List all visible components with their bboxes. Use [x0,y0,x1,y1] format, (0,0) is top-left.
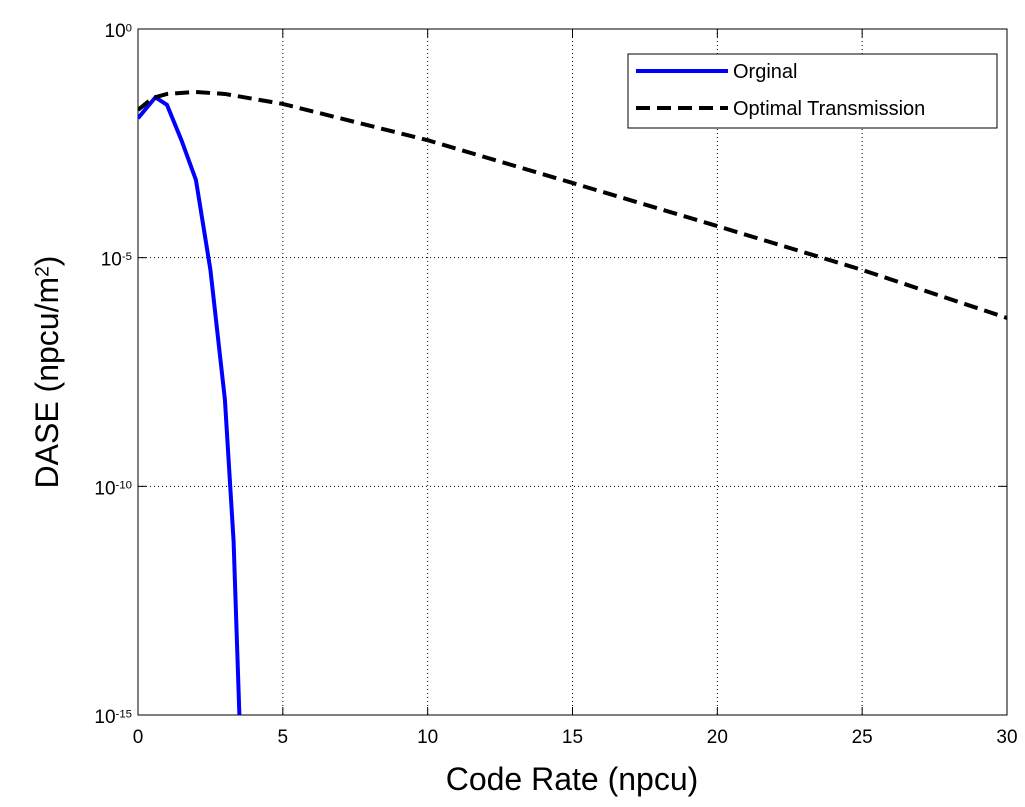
y-tick-label: 10-15 [94,707,132,728]
x-tick-label: 25 [852,727,873,748]
plot-area [138,29,1007,715]
series-line [138,94,242,715]
x-tick-label: 5 [278,727,289,748]
y-tick-label: 100 [105,21,132,42]
y-axis-label: DASE (npcu/m2) [29,256,65,489]
x-tick-label: 15 [562,727,583,748]
x-axis-label: Code Rate (npcu) [446,761,699,797]
x-tick-label: 20 [707,727,728,748]
x-tick-label: 10 [417,727,438,748]
axes-box [137,28,1008,716]
legend-box [627,53,998,129]
legend-label: Optimal Transmission [733,98,925,120]
x-tick-label: 0 [133,727,144,748]
plot-lines [138,89,1007,715]
legend-label: Orginal [733,61,797,83]
y-tick-label: 10-10 [94,478,132,499]
y-tick-label: 10-5 [101,250,132,271]
x-tick-label: 30 [996,727,1017,748]
series-line [138,89,1007,320]
